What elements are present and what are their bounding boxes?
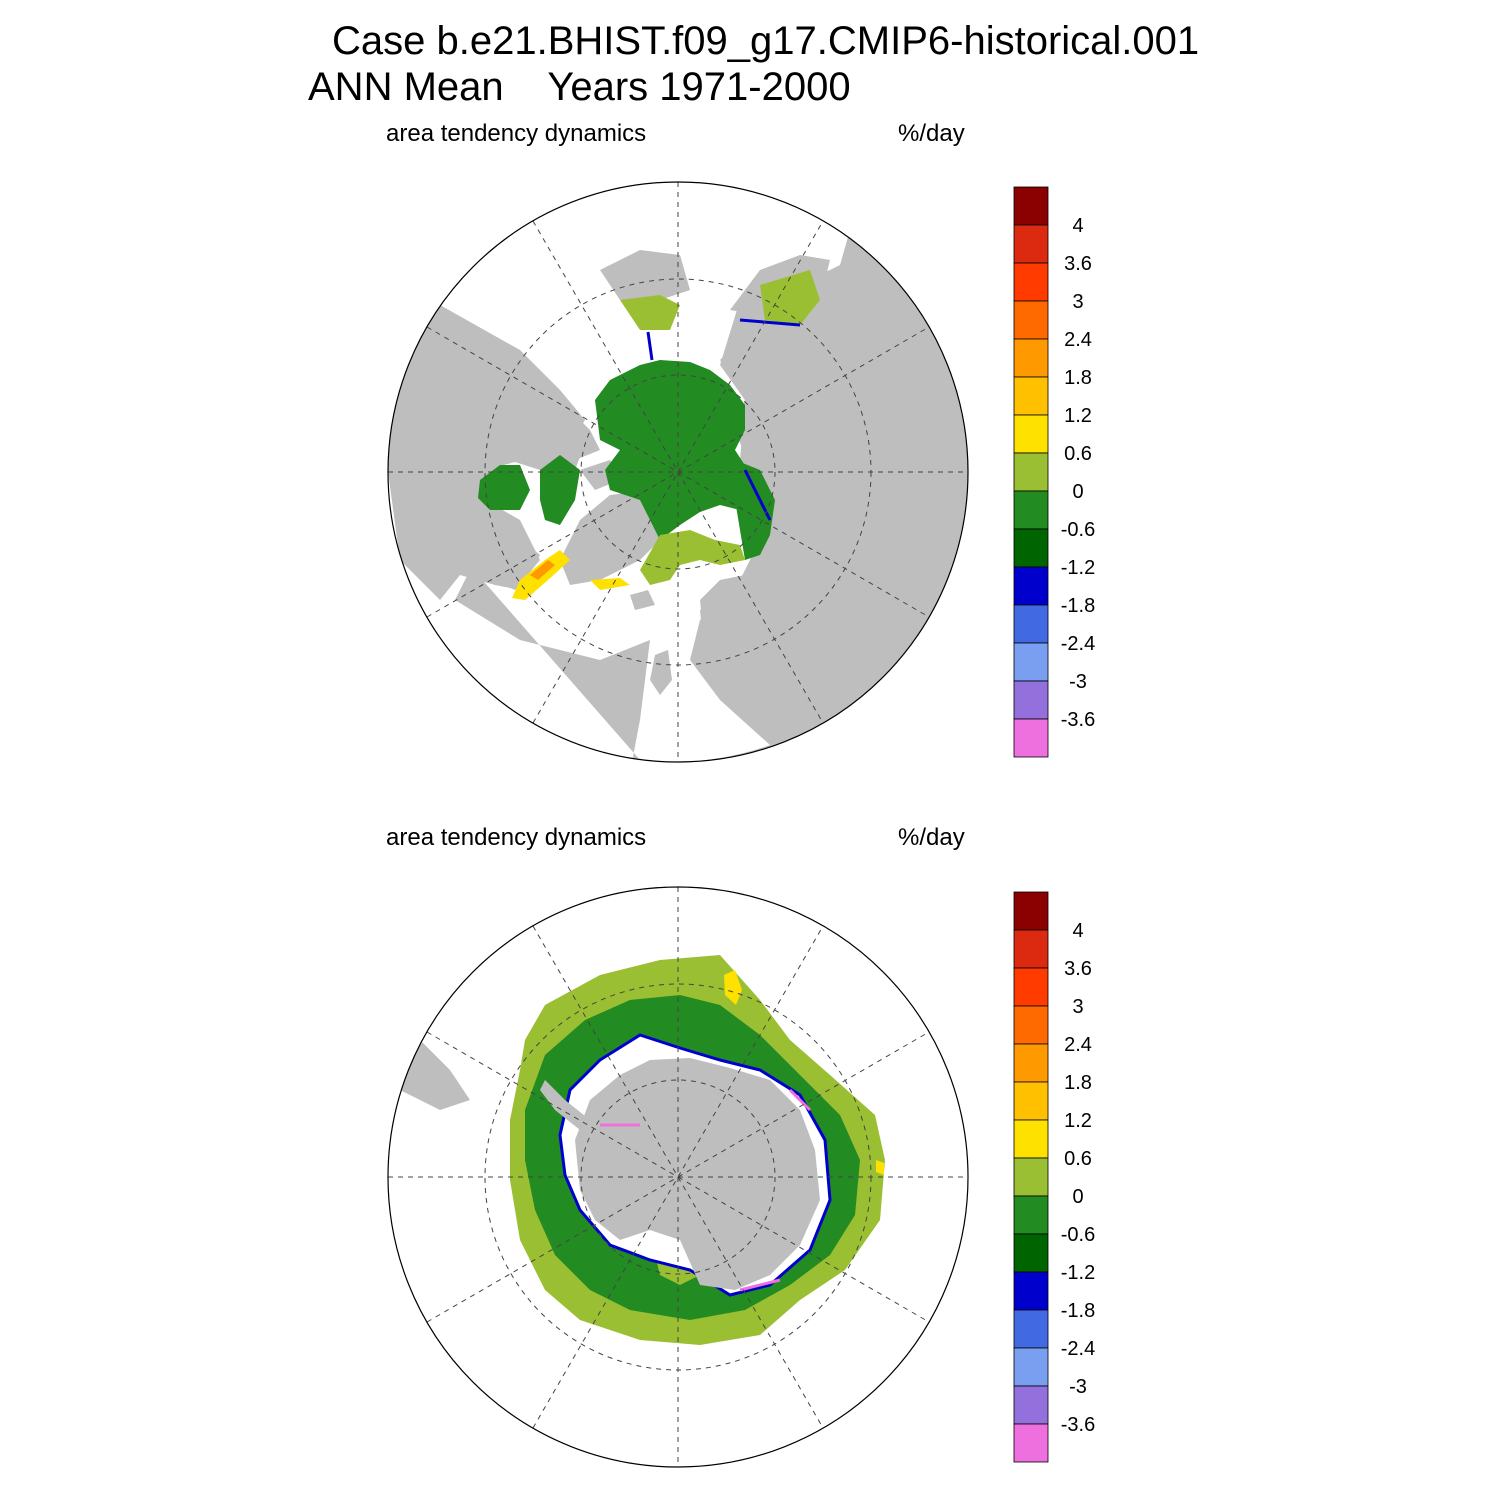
colorbar-swatch bbox=[1013, 1081, 1049, 1121]
colorbar-tick-label: 3 bbox=[1072, 291, 1083, 313]
colorbar-swatch bbox=[1013, 224, 1049, 264]
colorbar-swatch bbox=[1013, 300, 1049, 340]
colorbar-tick-label: -1.2 bbox=[1061, 557, 1095, 579]
colorbar-tick-label: -2.4 bbox=[1061, 633, 1095, 655]
antarctic-colorbar: 4 3.6 3 2.4 1.8 1.2 0.6 0 -0.6 -1.2 -1.8 -2.4 -3 -3.6 bbox=[1013, 891, 1095, 1463]
colorbar-tick-label: 3.6 bbox=[1064, 253, 1092, 275]
colorbar-swatch bbox=[1013, 1271, 1049, 1311]
colorbar-tick-label: 2.4 bbox=[1064, 1034, 1092, 1056]
colorbar-swatch bbox=[1013, 718, 1049, 758]
colorbar-swatch bbox=[1013, 1347, 1049, 1387]
colorbar-tick-label: 0 bbox=[1072, 481, 1083, 503]
colorbar-tick-label: 1.8 bbox=[1064, 367, 1092, 389]
colorbar-swatch bbox=[1013, 929, 1049, 969]
colorbar-tick-label: 3 bbox=[1072, 996, 1083, 1018]
colorbar-tick-label: 1.8 bbox=[1064, 1072, 1092, 1094]
colorbar-tick-label: 0 bbox=[1072, 1186, 1083, 1208]
arctic-colorbar: 4 3.6 3 2.4 1.8 1.2 0.6 0 -0.6 -1.2 -1.8 -2.4 -3 -3.6 bbox=[1013, 186, 1095, 758]
colorbar-tick-label: 0.6 bbox=[1064, 1148, 1092, 1170]
colorbar-swatch bbox=[1013, 1043, 1049, 1083]
arctic-land bbox=[388, 182, 968, 762]
colorbar-swatch bbox=[1013, 262, 1049, 302]
antarctica-land bbox=[575, 1058, 820, 1290]
colorbar-swatch bbox=[1013, 604, 1049, 644]
antarctic-units-label: %/day bbox=[898, 824, 965, 851]
colorbar-swatch bbox=[1013, 186, 1049, 226]
antarctic-graticule bbox=[388, 887, 968, 1467]
colorbar-tick-label: 3.6 bbox=[1064, 958, 1092, 980]
plot-title-period: ANN Mean Years 1971-2000 bbox=[308, 65, 851, 109]
colorbar-tick-label: -1.2 bbox=[1061, 1262, 1095, 1284]
colorbar-swatch bbox=[1013, 528, 1049, 568]
colorbar-swatch bbox=[1013, 680, 1049, 720]
colorbar-tick-label: 4 bbox=[1072, 920, 1083, 942]
colorbar-swatch bbox=[1013, 967, 1049, 1007]
antarctic-variable-label: area tendency dynamics bbox=[386, 824, 647, 851]
arctic-graticule bbox=[388, 182, 968, 762]
colorbar-tick-label: -3 bbox=[1069, 1376, 1087, 1398]
arctic-units-label: %/day bbox=[898, 120, 965, 147]
colorbar-swatch bbox=[1013, 891, 1049, 931]
colorbar-swatch bbox=[1013, 1157, 1049, 1197]
colorbar-swatch bbox=[1013, 490, 1049, 530]
colorbar-swatch bbox=[1013, 1195, 1049, 1235]
antarctic-map bbox=[387, 886, 969, 1468]
colorbar-swatch bbox=[1013, 1119, 1049, 1159]
colorbar-tick-label: 4 bbox=[1072, 215, 1083, 237]
colorbar-tick-label: 1.2 bbox=[1064, 405, 1092, 427]
colorbar-tick-label: 1.2 bbox=[1064, 1110, 1092, 1132]
colorbar-swatch bbox=[1013, 1233, 1049, 1273]
colorbar-swatch bbox=[1013, 1423, 1049, 1463]
colorbar-tick-label: -0.6 bbox=[1061, 519, 1095, 541]
colorbar-swatch bbox=[1013, 414, 1049, 454]
colorbar-tick-label: 0.6 bbox=[1064, 443, 1092, 465]
colorbar-tick-label: -3.6 bbox=[1061, 1414, 1095, 1436]
colorbar-tick-label: 2.4 bbox=[1064, 329, 1092, 351]
colorbar-tick-label: -3.6 bbox=[1061, 709, 1095, 731]
colorbar-swatch bbox=[1013, 1005, 1049, 1045]
colorbar-tick-label: -0.6 bbox=[1061, 1224, 1095, 1246]
colorbar-swatch bbox=[1013, 338, 1049, 378]
arctic-map bbox=[387, 181, 969, 763]
colorbar-swatch bbox=[1013, 1385, 1049, 1425]
colorbar-tick-label: -1.8 bbox=[1061, 595, 1095, 617]
colorbar-swatch bbox=[1013, 642, 1049, 682]
colorbar-swatch bbox=[1013, 566, 1049, 606]
colorbar-swatch bbox=[1013, 452, 1049, 492]
colorbar-tick-label: -1.8 bbox=[1061, 1300, 1095, 1322]
colorbar-tick-label: -2.4 bbox=[1061, 1338, 1095, 1360]
colorbar-swatch bbox=[1013, 1309, 1049, 1349]
plot-title-case: Case b.e21.BHIST.f09_g17.CMIP6-historica… bbox=[332, 19, 1200, 63]
colorbar-tick-label: -3 bbox=[1069, 671, 1087, 693]
arctic-variable-label: area tendency dynamics bbox=[386, 120, 647, 147]
colorbar-swatch bbox=[1013, 376, 1049, 416]
